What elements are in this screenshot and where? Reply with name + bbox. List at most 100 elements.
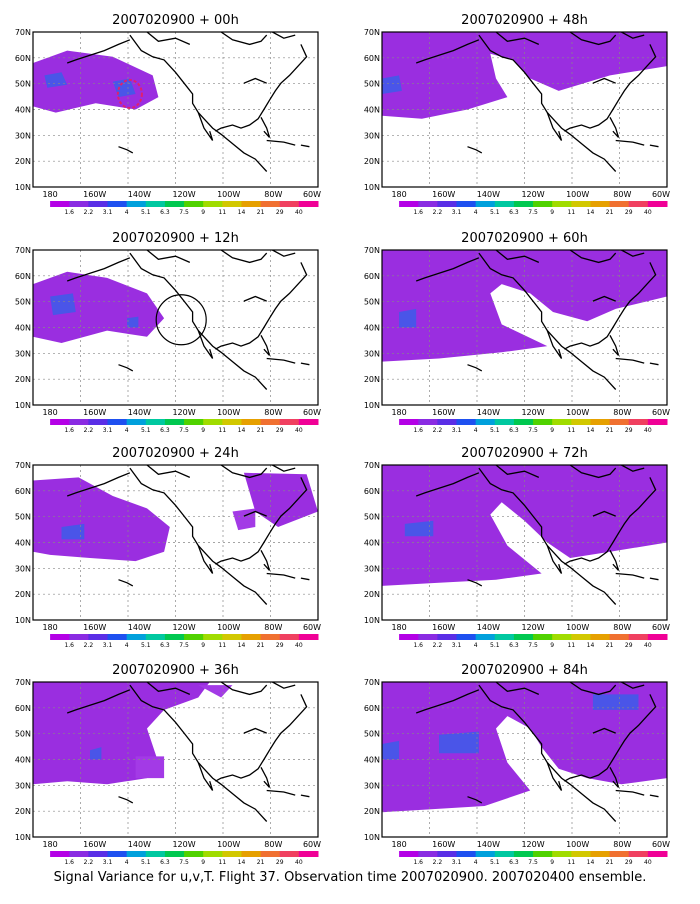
- colorbar-label: 5.1: [490, 859, 500, 866]
- coastline: [467, 579, 483, 587]
- variance-region: [382, 465, 667, 586]
- colorbar-label: 1.6: [64, 859, 74, 866]
- longitude-label: 80W: [613, 840, 631, 849]
- variance-region: [90, 747, 102, 760]
- colorbar-label: 5.1: [141, 209, 151, 216]
- coastline: [495, 682, 540, 695]
- colorbar-label: 11: [219, 427, 227, 434]
- coastline: [621, 465, 645, 472]
- colorbar-label: 9: [550, 427, 554, 434]
- latitude-label: 50N: [15, 298, 31, 307]
- coastline: [272, 250, 296, 257]
- colorbar-label: 4: [125, 427, 129, 434]
- latitude-label: 60N: [364, 54, 380, 63]
- colorbar-label: 3.1: [452, 209, 462, 216]
- latitude-label: 70N: [15, 678, 31, 687]
- observation-region-circle: [155, 294, 207, 346]
- colorbar-label: 1.6: [64, 209, 74, 216]
- colorbar-swatch: [88, 634, 109, 640]
- variance-region: [243, 472, 318, 527]
- latitude-label: 70N: [364, 246, 380, 255]
- colorbar-swatch: [107, 634, 128, 640]
- colorbar-label: 2.2: [433, 859, 443, 866]
- colorbar-label: 40: [295, 209, 303, 216]
- latitude-label: 20N: [15, 157, 31, 166]
- coastline: [243, 77, 267, 84]
- colorbar-label: 6.3: [160, 209, 170, 216]
- colorbar-swatch: [590, 201, 611, 207]
- colorbar-label: 6.3: [509, 642, 519, 649]
- colorbar-label: 14: [238, 859, 246, 866]
- coastline: [649, 144, 659, 148]
- longitude-label: 180: [391, 408, 406, 417]
- longitude-label: 160W: [432, 190, 455, 199]
- latitude-label: 20N: [364, 807, 380, 816]
- colorbar-swatch: [571, 201, 591, 207]
- longitude-label: 80W: [613, 190, 631, 199]
- colorbar-swatch: [533, 419, 553, 425]
- colorbar-swatch: [628, 201, 649, 207]
- longitude-label: 160W: [432, 840, 455, 849]
- colorbar-label: 21: [257, 427, 265, 434]
- coastline: [615, 572, 645, 579]
- colorbar-label: 4: [125, 209, 129, 216]
- coastline: [197, 112, 214, 141]
- latitude-label: 60N: [15, 704, 31, 713]
- coastline: [546, 545, 563, 574]
- latitude-label: 10N: [364, 833, 380, 842]
- latitude-label: 10N: [15, 616, 31, 625]
- longitude-label: 180: [42, 190, 57, 199]
- longitude-label: 100W: [566, 840, 589, 849]
- panel-title: 2007020900 + 24h: [112, 446, 239, 461]
- longitude-label: 180: [391, 840, 406, 849]
- coastline: [621, 32, 645, 39]
- colorbar-label: 6.3: [160, 642, 170, 649]
- colorbar-swatch: [647, 851, 668, 857]
- colorbar-label: 4: [474, 209, 478, 216]
- coastline: [260, 334, 271, 356]
- variance-region: [198, 685, 233, 698]
- coastline: [615, 139, 645, 146]
- latitude-label: 40N: [15, 106, 31, 115]
- colorbar-swatch: [513, 634, 534, 640]
- colorbar-label: 9: [550, 209, 554, 216]
- colorbar-swatch: [418, 851, 438, 857]
- latitude-label: 20N: [15, 807, 31, 816]
- coastline: [220, 682, 268, 696]
- colorbar-swatch: [222, 419, 242, 425]
- latitude-label: 10N: [364, 401, 380, 410]
- coastline: [118, 364, 134, 372]
- panel-title: 2007020900 + 48h: [461, 13, 588, 28]
- figure-caption: Signal Variance for u,v,T. Flight 37. Ob…: [53, 870, 647, 885]
- colorbar-swatch: [222, 634, 242, 640]
- colorbar-swatch: [145, 634, 166, 640]
- coastline: [118, 146, 134, 154]
- longitude-label: 60W: [303, 408, 321, 417]
- longitude-label: 120W: [521, 623, 544, 632]
- latitude-label: 40N: [15, 756, 31, 765]
- colorbar-label: 11: [219, 859, 227, 866]
- colorbar-swatch: [241, 851, 262, 857]
- colorbar-label: 1.6: [64, 427, 74, 434]
- coastline: [66, 39, 131, 64]
- coastline: [300, 794, 310, 798]
- latitude-label: 60N: [15, 272, 31, 281]
- colorbar-label: 14: [587, 209, 595, 216]
- latitude-label: 20N: [364, 590, 380, 599]
- coastline: [118, 579, 134, 587]
- map-panel: 2007020900 + 84h 70N 60N 50N 40N 30N 20N 10N 180…: [364, 663, 670, 866]
- longitude-label: 160W: [83, 190, 106, 199]
- colorbar-swatch: [418, 419, 438, 425]
- coastline: [546, 330, 563, 359]
- longitude-label: 160W: [83, 408, 106, 417]
- colorbar-swatch: [533, 201, 553, 207]
- coastline: [415, 689, 480, 714]
- coastline: [220, 465, 268, 479]
- coastline: [495, 465, 540, 478]
- longitude-label: 100W: [217, 840, 240, 849]
- latitude-label: 20N: [15, 375, 31, 384]
- coastline: [146, 32, 191, 45]
- colorbar-label: 2.2: [433, 209, 443, 216]
- colorbar-label: 40: [295, 859, 303, 866]
- colorbar-label: 40: [644, 642, 652, 649]
